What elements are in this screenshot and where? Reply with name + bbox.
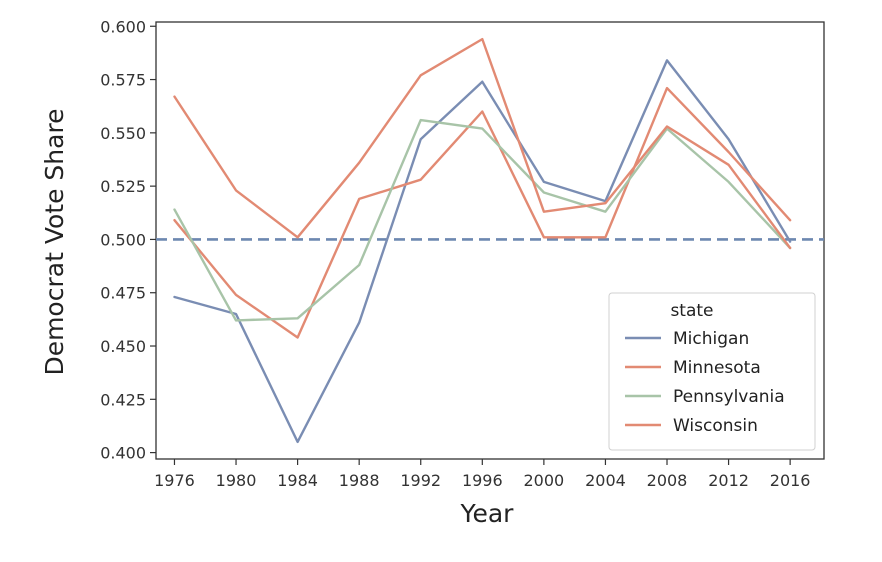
y-tick-label: 0.600 — [100, 17, 146, 36]
y-tick-label: 0.425 — [100, 390, 146, 409]
x-tick-label: 1992 — [400, 471, 441, 490]
x-tick-label: 2016 — [770, 471, 811, 490]
x-tick-label: 2008 — [647, 471, 688, 490]
legend-label-wisconsin: Wisconsin — [673, 416, 758, 436]
x-axis-title: Year — [460, 499, 515, 528]
x-tick-label: 1980 — [216, 471, 257, 490]
x-tick-label: 2000 — [524, 471, 565, 490]
legend-label-michigan: Michigan — [673, 329, 749, 349]
legend-label-pennsylvania: Pennsylvania — [673, 387, 785, 407]
series-line-michigan — [173, 59, 792, 444]
x-tick-label: 2004 — [585, 471, 626, 490]
x-tick-label: 1996 — [462, 471, 503, 490]
legend-title: state — [670, 301, 713, 321]
y-tick-label: 0.475 — [100, 284, 146, 303]
legend-box — [608, 292, 816, 451]
x-tick-label: 2012 — [708, 471, 749, 490]
x-tick-label: 1988 — [339, 471, 380, 490]
y-tick-label: 0.400 — [100, 444, 146, 463]
series-line-wisconsin — [173, 37, 792, 250]
legend: state Michigan Minnesota Pennsylvania Wisco… — [608, 292, 816, 451]
y-tick-label: 0.450 — [100, 337, 146, 356]
legend-label-minnesota: Minnesota — [673, 358, 761, 378]
y-axis-title: Democrat Vote Share — [40, 108, 69, 375]
y-tick-label: 0.550 — [100, 124, 146, 143]
series-line-minnesota — [173, 86, 792, 339]
x-tick-label: 1984 — [277, 471, 318, 490]
y-tick-label: 0.500 — [100, 230, 146, 249]
x-tick-label: 1976 — [154, 471, 195, 490]
y-tick-label: 0.575 — [100, 71, 146, 90]
y-tick-label: 0.525 — [100, 177, 146, 196]
series-line-pennsylvania — [173, 118, 792, 322]
